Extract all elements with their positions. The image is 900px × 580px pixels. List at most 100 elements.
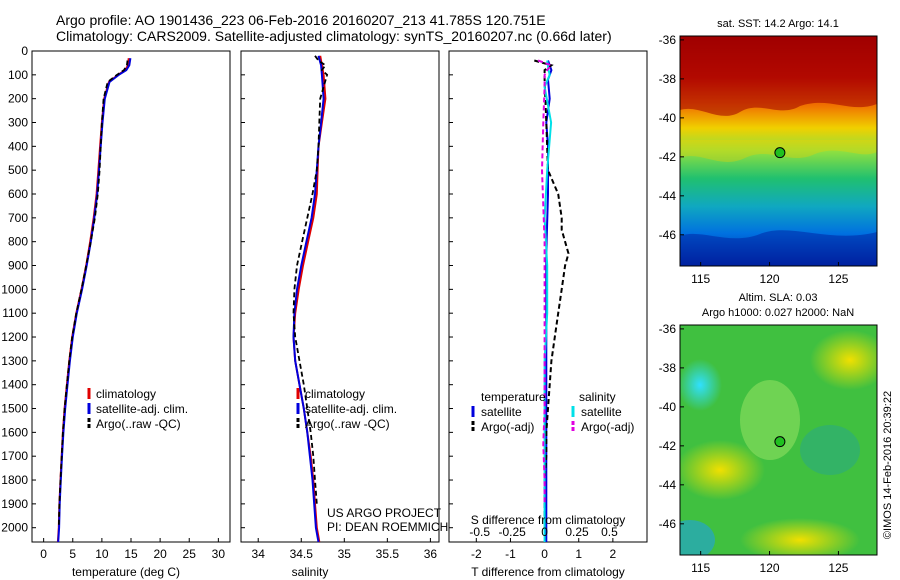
depth-tick-label: 400 — [8, 139, 28, 153]
depth-tick-label: 1200 — [1, 330, 28, 344]
temperature-x-tick-label: 0 — [40, 547, 47, 561]
sst-map-lat-label: -44 — [659, 189, 677, 203]
temperature-axis-label: temperature (deg C) — [72, 565, 180, 579]
difference-axis-label: T difference from climatology — [471, 565, 625, 579]
salinity-axis-label: salinity — [292, 565, 329, 579]
depth-tick-label: 1400 — [1, 378, 28, 392]
depth-tick-label: 2000 — [1, 521, 28, 535]
depth-tick-label: 300 — [8, 116, 28, 130]
sla-map-lat-label: -46 — [659, 517, 677, 531]
depth-tick-label: 600 — [8, 187, 28, 201]
depth-tick-label: 1300 — [1, 354, 28, 368]
difference-s-tick-label: 0.5 — [601, 525, 618, 539]
difference-legend-entry: Argo(-adj) — [481, 420, 534, 434]
salinity-x-tick-label: 35 — [338, 547, 352, 561]
temperature-x-tick-label: 20 — [153, 547, 167, 561]
header-line-2: Climatology: CARS2009. Satellite-adjuste… — [56, 28, 612, 44]
sst-map-lat-label: -42 — [659, 150, 677, 164]
depth-tick-label: 1900 — [1, 497, 28, 511]
difference-panel — [448, 50, 648, 543]
sst-map-lat-label: -38 — [659, 72, 677, 86]
depth-tick-label: 200 — [8, 92, 28, 106]
difference-legend-title-temperature: temperature — [481, 390, 546, 404]
sla-map-title-1: Altim. SLA: 0.03 — [739, 292, 818, 304]
sst-map-lat-label: -40 — [659, 111, 677, 125]
sst-map-lon-label: 120 — [760, 272, 780, 286]
sst-map-title: sat. SST: 14.2 Argo: 14.1 — [717, 18, 839, 30]
temperature-x-tick-label: 5 — [69, 547, 76, 561]
diff-temp-argo-line — [534, 59, 570, 528]
temperature-argo-line — [57, 60, 129, 528]
sst-map-lat-label: -36 — [659, 33, 677, 47]
depth-tick-label: 1500 — [1, 402, 28, 416]
depth-tick-label: 1800 — [1, 473, 28, 487]
diff-sal-argo-line — [537, 59, 553, 504]
temperature-legend-entry: climatology — [96, 387, 156, 401]
difference-x-tick-label: 2 — [610, 547, 617, 561]
depth-tick-label: 0 — [21, 44, 28, 58]
depth-tick-label: 100 — [8, 68, 28, 82]
imos-credit: ©IMOS 14-Feb-2016 20:39:22 — [882, 391, 894, 539]
sla-map-frame — [679, 324, 878, 556]
difference-s-tick-label: 0 — [541, 525, 548, 539]
salinity-legend-entry: climatology — [305, 387, 365, 401]
difference-legend-entry: satellite — [481, 405, 522, 419]
sla-map-title-2: Argo h1000: 0.027 h2000: NaN — [702, 307, 854, 319]
difference-s-tick-label: -0.25 — [498, 525, 526, 539]
salinity-x-tick-label: 36 — [424, 547, 438, 561]
temperature-x-tick-label: 15 — [124, 547, 138, 561]
sla-map-lat-label: -36 — [659, 322, 677, 336]
project-note: US ARGO PROJECT — [327, 506, 442, 520]
pi-note: PI: DEAN ROEMMICH — [327, 520, 448, 534]
sla-map-argo-marker — [774, 436, 786, 448]
depth-tick-label: 1600 — [1, 425, 28, 439]
salinity-x-tick-label: 34 — [252, 547, 266, 561]
salinity-x-tick-label: 34.5 — [290, 547, 314, 561]
temperature-climatology-line — [56, 58, 130, 543]
depth-tick-label: 800 — [8, 235, 28, 249]
sst-map-lon-label: 125 — [828, 272, 848, 286]
salinity-satellite-line — [292, 55, 325, 543]
depth-tick-label: 1100 — [2, 306, 28, 320]
header-line-1: Argo profile: AO 1901436_223 06-Feb-2016… — [56, 12, 546, 28]
temperature-legend-entry: satellite-adj. clim. — [96, 402, 188, 416]
sla-map-lat-label: -44 — [659, 478, 677, 492]
sla-map-lat-label: -42 — [659, 439, 677, 453]
difference-legend-entry: satellite — [581, 405, 622, 419]
temperature-satellite-line — [57, 58, 132, 543]
salinity-legend-entry: satellite-adj. clim. — [305, 402, 397, 416]
temperature-legend-entry: Argo(..raw -QC) — [96, 417, 181, 431]
sla-map-lat-label: -38 — [659, 361, 677, 375]
sst-map-frame — [679, 35, 878, 267]
depth-tick-label: 1700 — [1, 449, 28, 463]
difference-legend-entry: Argo(-adj) — [581, 420, 634, 434]
difference-x-tick-label: 0 — [541, 547, 548, 561]
depth-tick-label: 900 — [8, 259, 28, 273]
depth-tick-label: 700 — [8, 211, 28, 225]
sst-map-lon-label: 115 — [691, 272, 710, 286]
sla-map-lon-label: 125 — [828, 561, 848, 575]
sla-map-lat-label: -40 — [659, 400, 677, 414]
salinity-panel — [240, 50, 440, 543]
sst-map-lat-label: -46 — [659, 228, 677, 242]
depth-tick-label: 1000 — [1, 282, 28, 296]
temperature-x-tick-label: 30 — [212, 547, 226, 561]
difference-s-tick-label: 0.25 — [565, 525, 589, 539]
sst-map-argo-marker — [774, 147, 786, 159]
sla-map-lon-label: 115 — [691, 561, 710, 575]
difference-top-label: S difference from climatology — [471, 513, 626, 527]
sst-map-image — [680, 36, 877, 266]
difference-legend-title-salinity: salinity — [579, 390, 616, 404]
difference-x-tick-label: -2 — [471, 547, 482, 561]
salinity-legend-entry: Argo(..raw -QC) — [305, 417, 390, 431]
depth-tick-label: 500 — [8, 163, 28, 177]
difference-x-tick-label: 1 — [575, 547, 582, 561]
temperature-x-tick-label: 10 — [95, 547, 109, 561]
figure-header: Argo profile: AO 1901436_223 06-Feb-2016… — [56, 12, 612, 44]
salinity-x-tick-label: 35.5 — [376, 547, 400, 561]
salinity-argo-line — [292, 55, 329, 504]
temperature-x-tick-label: 25 — [183, 547, 197, 561]
difference-s-tick-label: -0.5 — [469, 525, 490, 539]
sla-map-lon-label: 120 — [760, 561, 780, 575]
